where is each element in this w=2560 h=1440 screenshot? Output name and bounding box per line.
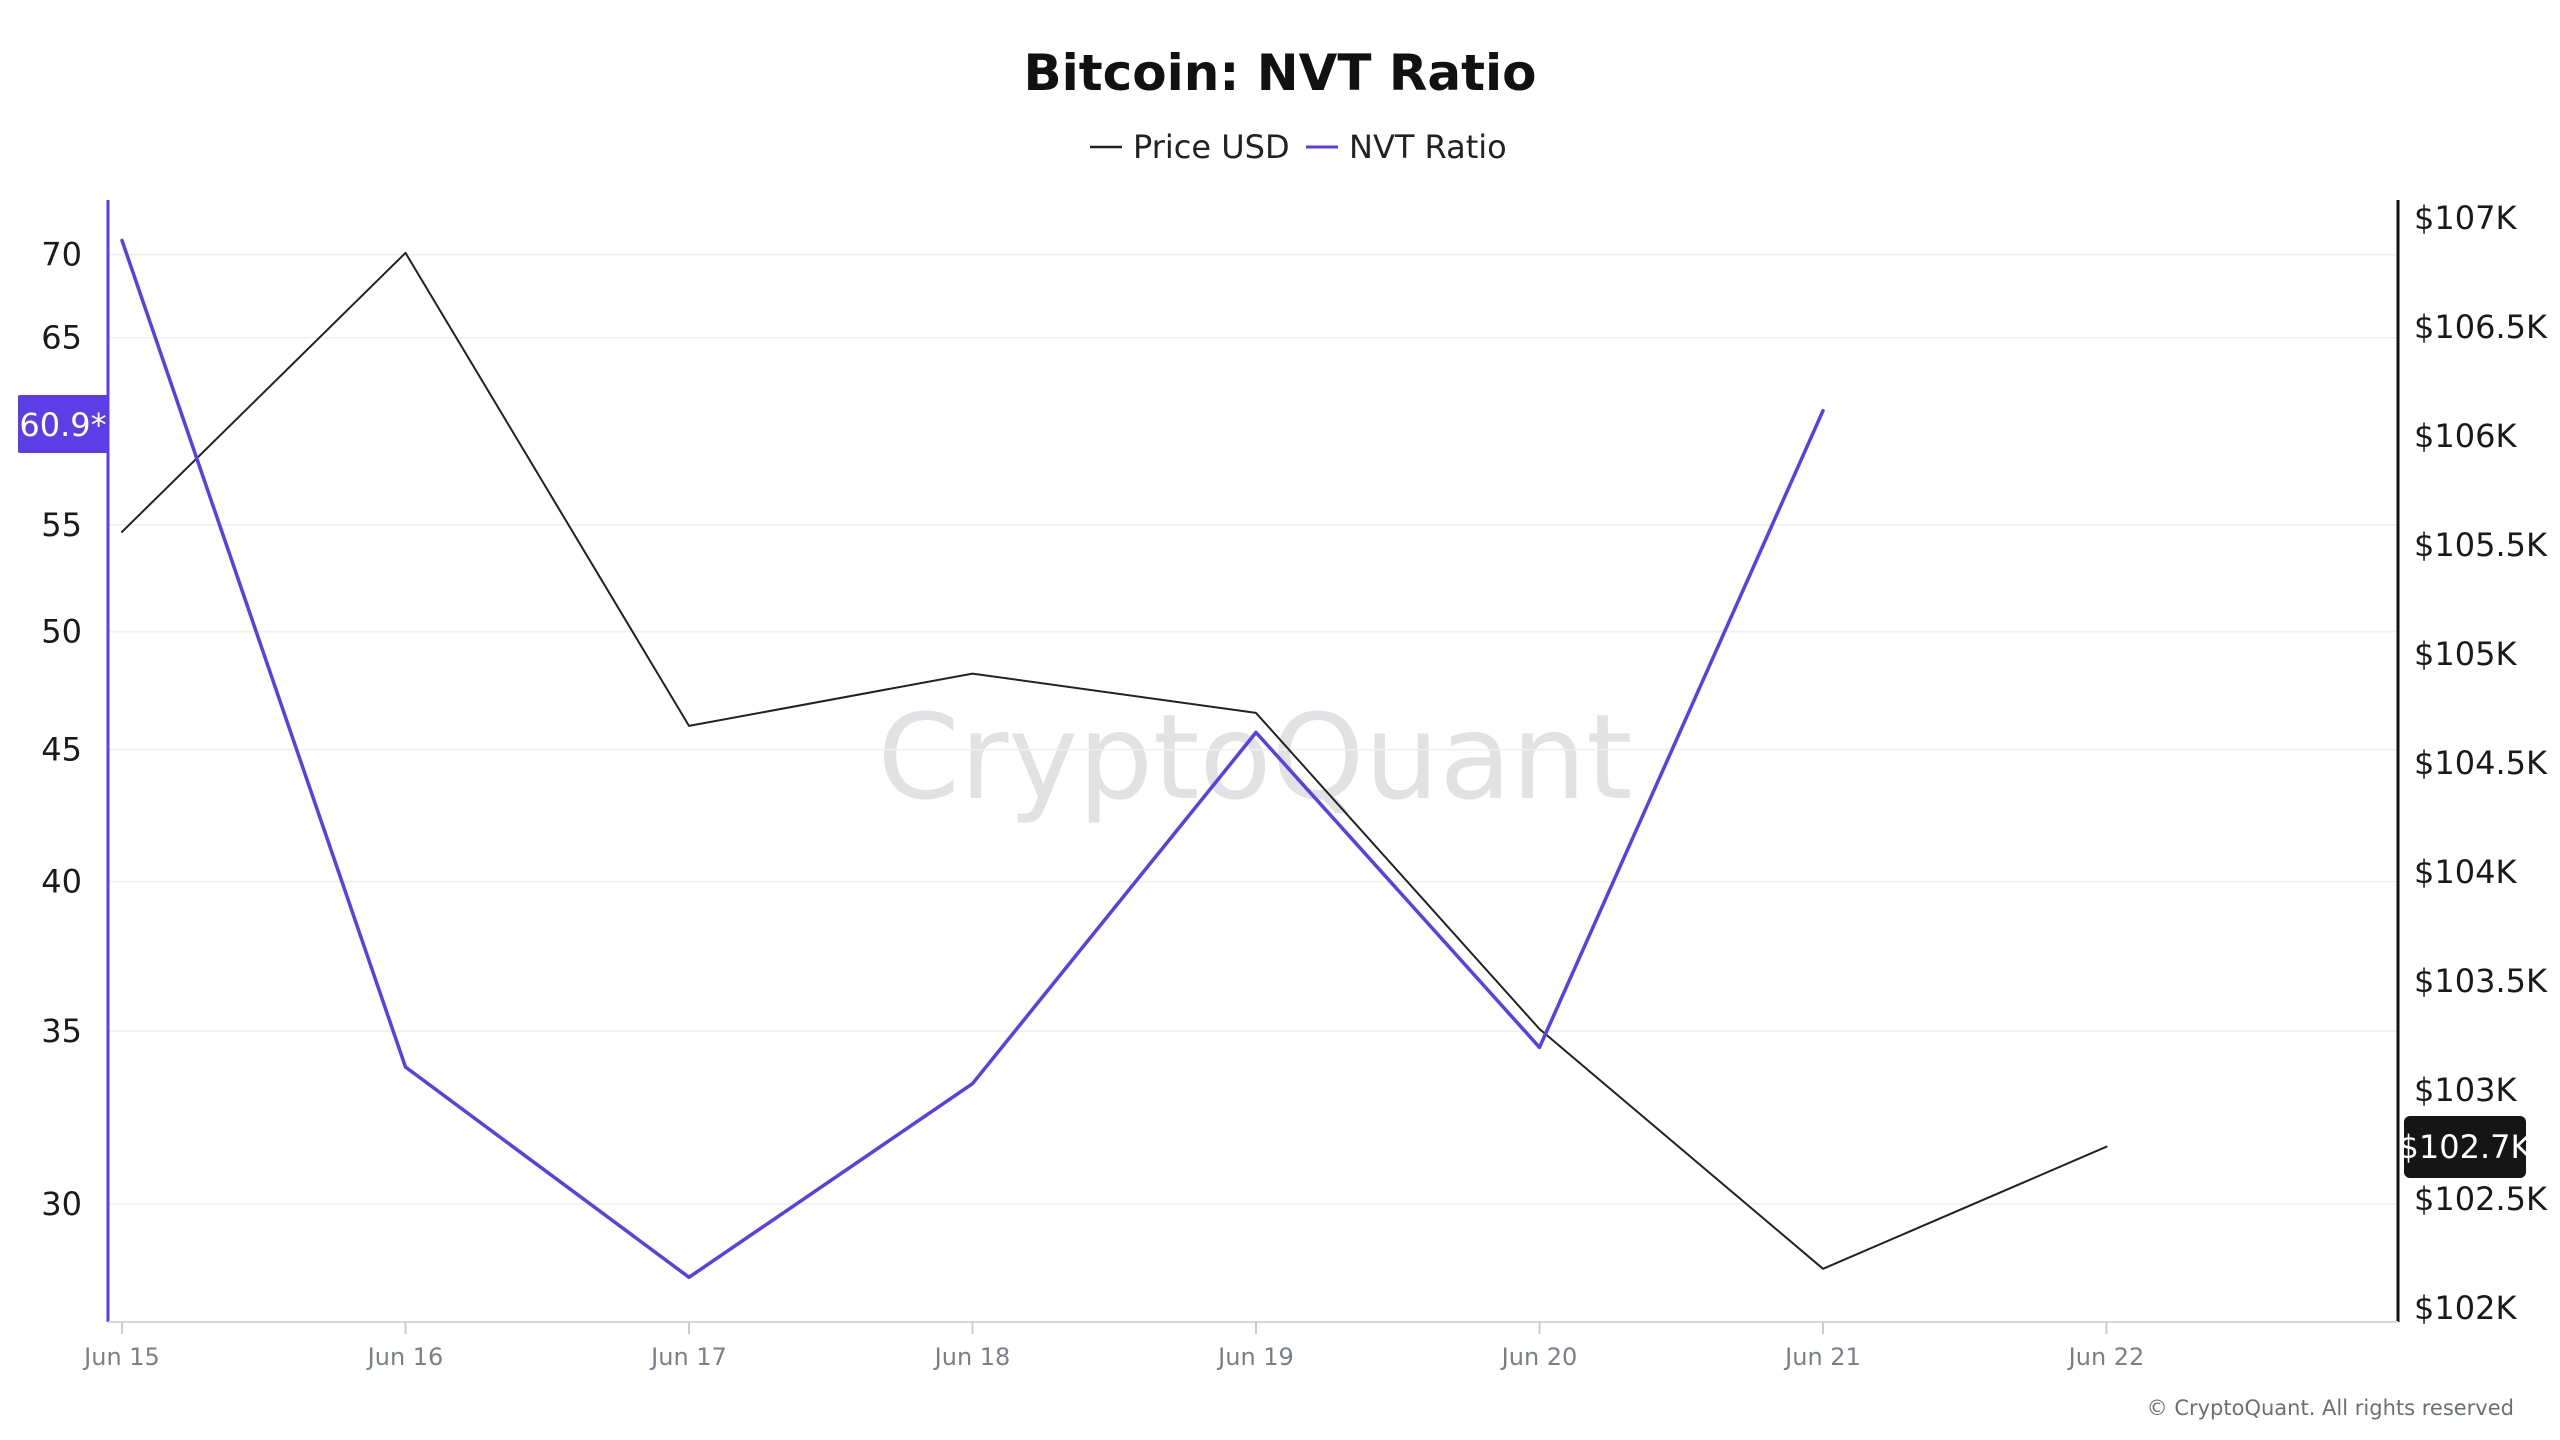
axes: [106, 200, 2400, 1323]
nvt-current-value-badge: 60.9*: [18, 395, 108, 453]
right-tick-label: $107K: [2414, 199, 2517, 237]
right-tick-label: $105.5K: [2414, 526, 2548, 564]
legend: Price USD NVT Ratio: [1090, 128, 1507, 166]
nvt-badge-label: 60.9*: [19, 406, 106, 444]
right-tick-label: $103.5K: [2414, 962, 2548, 1000]
left-tick-label: 50: [41, 613, 82, 651]
x-tick-label: Jun 20: [1500, 1343, 1578, 1371]
left-tick-label: 45: [41, 731, 82, 769]
right-tick-label: $104K: [2414, 853, 2517, 891]
legend-item-price[interactable]: Price USD: [1090, 128, 1290, 166]
right-tick-label: $102.5K: [2414, 1180, 2548, 1218]
right-tick-label: $102K: [2414, 1289, 2517, 1327]
x-axis-ticks: Jun 15 Jun 16 Jun 17 Jun 18 Jun 19 Jun 20 Jun …: [82, 1322, 2144, 1371]
x-tick-label: Jun 18: [933, 1343, 1011, 1371]
price-badge-label: $102.7K: [2399, 1128, 2533, 1166]
right-tick-label: $106.5K: [2414, 308, 2548, 346]
right-tick-label: $105K: [2414, 635, 2517, 673]
series: [120, 238, 2108, 1280]
price-current-value-badge: $102.7K: [2399, 1116, 2533, 1178]
x-tick-label: Jun 16: [366, 1343, 444, 1371]
x-tick-label: Jun 22: [2067, 1343, 2145, 1371]
left-tick-label: 30: [41, 1185, 82, 1223]
right-tick-label: $106K: [2414, 417, 2517, 455]
left-tick-label: 40: [41, 863, 82, 901]
left-tick-label: 65: [41, 319, 82, 357]
chart-title: Bitcoin: NVT Ratio: [1024, 44, 1537, 102]
watermark: CryptoQuant: [877, 688, 1632, 826]
price-badge-background: [2404, 1116, 2526, 1178]
nvt-badge-background: [18, 395, 108, 453]
right-tick-label: $103K: [2414, 1071, 2517, 1109]
left-tick-label: 70: [41, 236, 82, 274]
x-tick-label: Jun 21: [1783, 1343, 1861, 1371]
left-axis-ticks: 30 35 40 45 50 55 65 70: [41, 236, 82, 1223]
left-tick-label: 35: [41, 1012, 82, 1050]
price-usd-line[interactable]: [121, 251, 2108, 1270]
x-tick-label: Jun 15: [82, 1343, 160, 1371]
right-axis-ticks: $102K $102.5K $103K $103.5K $104K $104.5K $105…: [2414, 199, 2548, 1327]
copyright-notice: © CryptoQuant. All rights reserved: [2147, 1396, 2514, 1420]
legend-label-nvt: NVT Ratio: [1349, 128, 1507, 166]
x-tick-label: Jun 17: [649, 1343, 727, 1371]
legend-item-nvt[interactable]: NVT Ratio: [1306, 128, 1507, 166]
legend-label-price: Price USD: [1133, 128, 1290, 166]
x-tick-label: Jun 19: [1216, 1343, 1294, 1371]
left-tick-label: 55: [41, 506, 82, 544]
grid-lines: [108, 253, 2398, 1205]
right-tick-label: $104.5K: [2414, 744, 2548, 782]
